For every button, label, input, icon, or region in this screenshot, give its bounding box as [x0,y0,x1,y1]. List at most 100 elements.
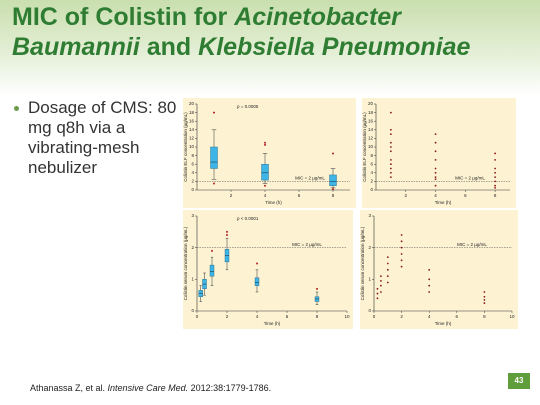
point [400,265,403,268]
point [494,180,497,183]
outlier [226,234,228,236]
x-tick-label: 8 [483,314,486,319]
y-tick-label: 18 [189,110,195,115]
point [376,287,379,290]
point [380,284,382,287]
y-tick-label: 0 [370,187,373,192]
box [254,277,260,286]
box [209,264,215,277]
page-number: 43 [508,373,530,389]
x-tick-label: 6 [456,314,459,319]
outlier [226,230,228,233]
point [428,268,431,271]
point [428,284,431,287]
y-tick-label: 16 [368,118,374,123]
point [494,171,497,174]
title-segment: and [139,33,199,61]
x-tick-label: 2 [230,193,233,198]
x-axis-label: Time (h) [435,200,452,205]
point [380,280,382,282]
y-tick-label: 1 [368,277,371,282]
point [494,184,497,187]
y-tick-label: 14 [368,127,374,132]
citation-segment: Athanassa Z, et al. [30,383,108,393]
point [434,150,437,153]
point [386,256,389,259]
outlier [264,184,266,187]
x-tick-label: 8 [494,193,497,198]
title-segment: Baumannii [12,33,140,61]
title-line: Baumannii and Klebsiella Pneumoniae [12,32,532,62]
outlier [213,182,215,185]
panel-background [360,210,518,329]
y-tick-label: 2 [191,245,194,250]
box [261,163,269,181]
point [428,278,431,281]
point [494,186,497,189]
point [389,163,392,166]
outlier [332,152,334,155]
point [389,171,392,174]
point [389,150,392,153]
y-tick-label: 16 [189,118,195,123]
y-axis-label: Colistin ELF concentration (µg/mL) [362,112,367,182]
x-tick-label: 6 [464,193,467,198]
y-tick-label: 4 [370,170,373,175]
y-tick-label: 0 [368,308,371,313]
mic-label: MIC = 2 µg/mL [295,176,325,181]
y-tick-label: 3 [368,213,371,218]
x-axis-label: Time (h) [435,321,452,326]
point [400,240,403,243]
y-tick-label: 10 [368,144,374,149]
y-tick-label: 8 [370,153,373,158]
y-tick-label: 0 [191,308,194,313]
point [386,281,389,284]
y-tick-label: 0 [191,187,194,192]
citation: Athanassa Z, et al. Intensive Care Med. … [30,383,271,393]
annotation: p = 0.0005 [237,104,259,109]
title-segment: Acinetobacter [234,3,401,31]
y-tick-label: 4 [191,170,194,175]
y-tick-label: 20 [368,101,374,106]
x-axis-label: Time (h) [265,200,282,205]
point [400,246,403,249]
title-segment: Klebsiella Pneumoniae [198,33,471,61]
panel-background [362,98,516,208]
point [434,171,437,174]
x-tick-label: 2 [405,193,408,198]
y-tick-label: 10 [189,144,195,149]
mic-label: MIC = 2 µg/mL [292,242,322,247]
point [483,291,486,293]
mic-label: MIC = 2 µg/mL [457,242,487,247]
point [376,297,379,300]
x-tick-label: 0 [196,314,199,319]
point [389,167,392,170]
x-tick-label: 8 [316,314,319,319]
point [483,299,486,301]
y-tick-label: 6 [191,161,194,166]
point [494,152,497,155]
mic-label: MIC = 2 µg/mL [455,176,485,181]
x-tick-label: 4 [428,314,431,319]
y-tick-label: 3 [191,213,194,218]
y-axis-label: Colistin serum concentration (µg/mL) [360,226,365,300]
point [389,111,392,114]
x-tick-label: 4 [434,193,437,198]
bullet-list: Dosage of CMS: 80 mg q8h via a vibrating… [14,98,179,178]
y-tick-label: 20 [189,101,195,106]
point [389,176,392,179]
point [400,253,403,255]
point [386,275,389,278]
outlier [316,287,318,290]
x-tick-label: 4 [264,193,267,198]
y-axis-label: Colistin serum concentration (µg/mL) [183,226,188,300]
outlier [264,143,266,146]
title-line: MIC of Colistin for Acinetobacter [12,2,532,32]
x-tick-label: 0 [373,314,376,319]
citation-segment: Intensive Care Med. [107,383,189,393]
outlier [332,188,334,191]
point [434,178,437,181]
point [434,167,437,170]
point [389,146,392,148]
point [380,275,382,278]
